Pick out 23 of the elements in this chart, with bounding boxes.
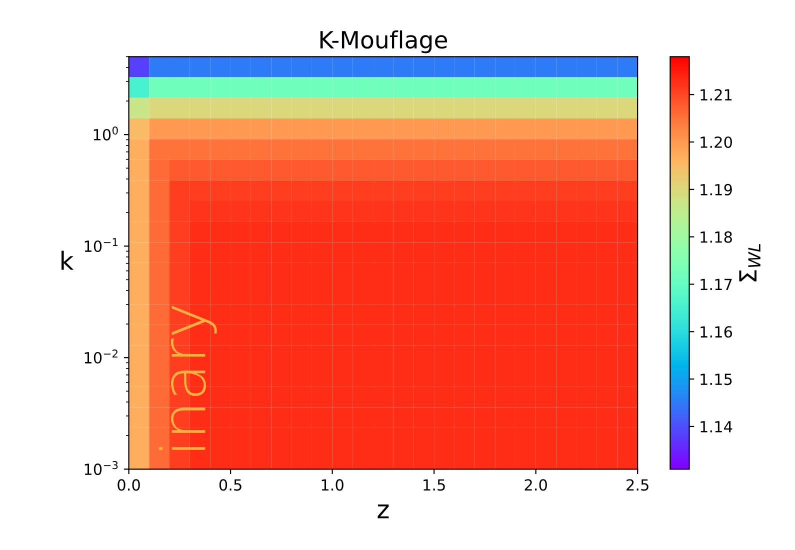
annotation: inary [158, 306, 217, 450]
x-tick-label: 1.0 [322, 479, 344, 491]
color-bar-label: 1.19 [700, 184, 732, 196]
color-bar-label: 1.15 [700, 374, 732, 386]
color-bar-label: 1.21 [700, 89, 732, 100]
color-bar-label: 1.20 [700, 136, 732, 148]
chart-title: K-Mouflage [320, 30, 448, 54]
color-bar-title: Σ$_{WL}$ [739, 244, 760, 282]
color-bar-label: 1.16 [700, 326, 732, 338]
x-tick-label: 0.0 [118, 479, 140, 491]
color-bar-label: 1.18 [700, 231, 732, 243]
x-tick-label: 2.5 [626, 479, 648, 491]
x-tick-label: 1.5 [424, 479, 445, 491]
x-tick-label: 2.0 [524, 479, 547, 491]
y-tick-label: 10$^{−1}$ [84, 238, 118, 252]
y-tick-label: 10$^{0}$ [94, 126, 118, 140]
x-tick-label: 0.5 [219, 479, 242, 491]
y-axis-title: k [62, 250, 74, 270]
y-tick-label: 10$^{−2}$ [84, 350, 118, 364]
color-bar-label: 1.17 [700, 278, 732, 290]
y-tick-label: 10$^{−3}$ [84, 461, 118, 476]
color-bar-label: 1.14 [700, 421, 732, 432]
x-axis-title: z [378, 504, 389, 518]
